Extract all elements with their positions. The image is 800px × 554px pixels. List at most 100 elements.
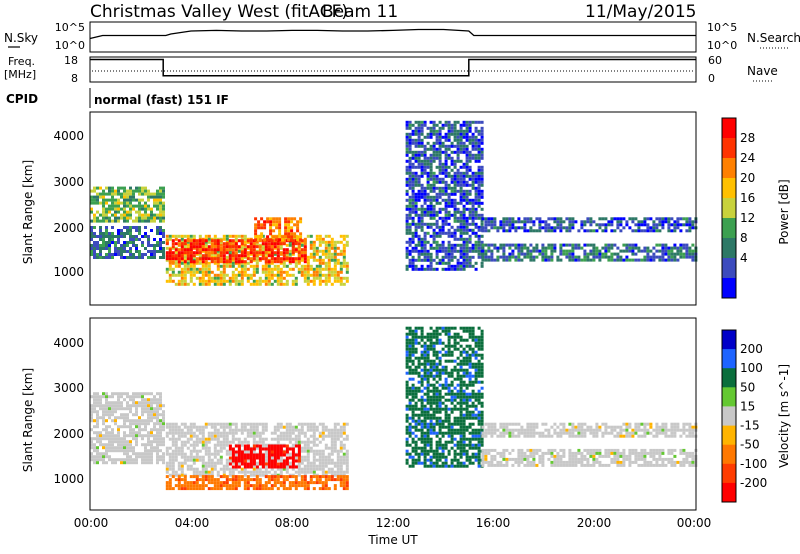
heatmap-cell	[240, 467, 244, 471]
heatmap-cell	[438, 246, 442, 250]
heatmap-cell	[246, 431, 250, 435]
heatmap-cell	[405, 240, 409, 244]
heatmap-cell	[123, 213, 126, 217]
heatmap-cell	[661, 249, 665, 253]
heatmap-cell	[456, 264, 460, 268]
heatmap-cell	[165, 470, 169, 474]
heatmap-cell	[296, 238, 300, 242]
heatmap-cell	[249, 264, 253, 268]
heatmap-cell	[228, 422, 232, 426]
heatmap-cell	[138, 253, 141, 256]
heatmap-cell	[447, 129, 451, 133]
heatmap-cell	[435, 386, 439, 390]
heatmap-cell	[147, 431, 150, 435]
heatmap-cell	[520, 252, 524, 256]
heatmap-cell	[257, 235, 261, 239]
heatmap-cell	[631, 243, 635, 247]
heatmap-cell	[441, 171, 445, 175]
heatmap-cell	[183, 239, 187, 243]
heatmap-cell	[222, 242, 226, 246]
heatmap-cell	[252, 434, 256, 438]
heatmap-cell	[676, 217, 680, 221]
heatmap-cell	[225, 422, 229, 426]
heatmap-cell	[303, 251, 307, 255]
heatmap-cell	[258, 473, 262, 477]
heatmap-cell	[589, 220, 593, 224]
heatmap-cell	[667, 252, 671, 256]
heatmap-cell	[144, 392, 147, 396]
heatmap-cell	[129, 235, 132, 238]
heatmap-cell	[147, 443, 150, 447]
heatmap-cell	[417, 159, 421, 163]
heatmap-cell	[511, 255, 515, 259]
heatmap-cell	[264, 264, 268, 268]
heatmap-cell	[414, 386, 418, 390]
heatmap-cell	[150, 440, 153, 444]
heatmap-cell	[288, 431, 292, 435]
heatmap-cell	[192, 487, 196, 491]
heatmap-cell	[174, 470, 178, 474]
heatmap-cell	[201, 248, 205, 252]
heatmap-cell	[423, 425, 427, 429]
heatmap-cell	[132, 458, 135, 462]
heatmap-cell	[487, 255, 491, 259]
heatmap-cell	[273, 264, 277, 268]
heatmap-cell	[240, 450, 244, 454]
heatmap-cell	[102, 410, 105, 414]
heatmap-cell	[541, 255, 545, 259]
heatmap-cell	[258, 484, 262, 488]
heatmap-cell	[309, 481, 313, 485]
heatmap-cell	[456, 258, 460, 262]
heatmap-cell	[559, 252, 563, 256]
heatmap-cell	[276, 462, 280, 466]
heatmap-cell	[287, 226, 291, 230]
heatmap-cell	[120, 416, 123, 420]
heatmap-cell	[90, 455, 93, 459]
heatmap-cell	[444, 204, 448, 208]
heatmap-cell	[408, 228, 412, 232]
heatmap-cell	[459, 165, 463, 169]
heatmap-cell	[147, 449, 150, 453]
heatmap-cell	[628, 249, 632, 253]
heatmap-cell	[447, 258, 451, 262]
heatmap-cell	[342, 258, 346, 262]
heatmap-cell	[468, 255, 472, 259]
heatmap-cell	[270, 455, 274, 459]
heatmap-cell	[333, 428, 337, 432]
heatmap-cell	[429, 210, 433, 214]
heatmap-cell	[453, 267, 457, 271]
heatmap-cell	[129, 241, 132, 244]
heatmap-cell	[312, 440, 316, 444]
heatmap-cell	[453, 144, 457, 148]
heatmap-cell	[231, 254, 235, 258]
heatmap-cell	[471, 135, 475, 139]
heatmap-cell	[219, 425, 223, 429]
heatmap-cell	[201, 279, 205, 283]
heatmap-cell	[432, 171, 436, 175]
heatmap-cell	[189, 455, 193, 459]
heatmap-cell	[180, 467, 184, 471]
heatmap-cell	[595, 249, 599, 253]
heatmap-cell	[234, 282, 238, 286]
heatmap-cell	[453, 237, 457, 241]
heatmap-cell	[90, 244, 93, 247]
heatmap-cell	[429, 416, 433, 420]
heatmap-cell	[447, 249, 451, 253]
heatmap-cell	[222, 475, 226, 479]
heatmap-cell	[120, 413, 123, 417]
heatmap-cell	[269, 223, 273, 227]
heatmap-cell	[293, 217, 297, 221]
heatmap-cell	[417, 198, 421, 202]
heatmap-cell	[252, 462, 256, 466]
heatmap-cell	[114, 247, 117, 250]
heatmap-cell	[276, 245, 280, 249]
heatmap-cell	[453, 126, 457, 130]
heatmap-cell	[231, 437, 235, 441]
heatmap-cell	[423, 335, 427, 339]
heatmap-cell	[423, 207, 427, 211]
heatmap-cell	[141, 401, 144, 405]
heatmap-cell	[417, 416, 421, 420]
heatmap-cell	[462, 255, 466, 259]
heatmap-cell	[444, 261, 448, 265]
heatmap-cell	[156, 207, 159, 211]
